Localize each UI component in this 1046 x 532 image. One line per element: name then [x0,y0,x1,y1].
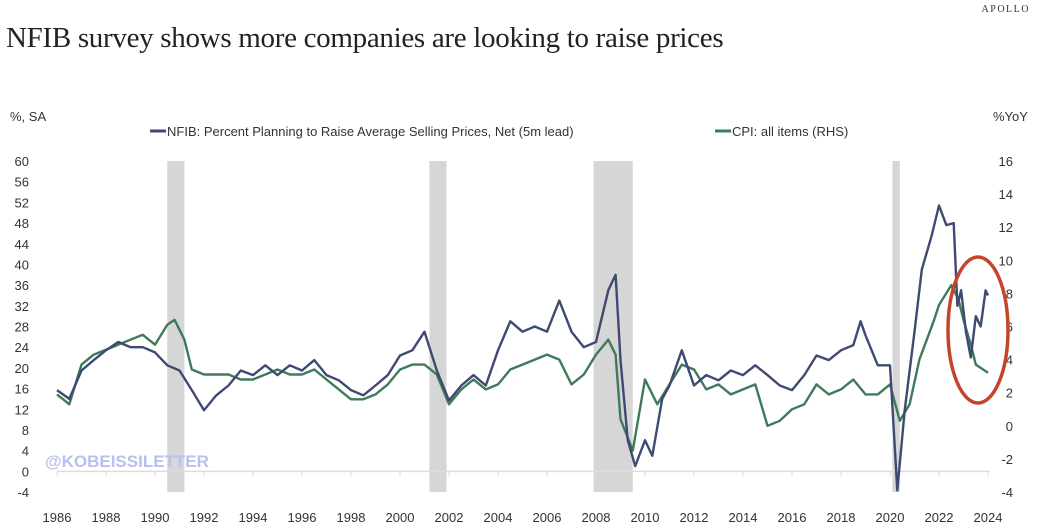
left-tick-label: 4 [22,444,29,459]
left-tick-label: 36 [15,278,29,293]
left-tick-label: 44 [15,237,29,252]
left-tick-label: 52 [15,195,29,210]
right-tick-label: 8 [1006,286,1013,301]
right-tick-label: 2 [1006,386,1013,401]
x-tick-label: 1988 [92,510,121,525]
left-tick-label: 12 [15,402,29,417]
x-tick-label: 2004 [484,510,513,525]
x-tick-label: 1986 [43,510,72,525]
recession-band [167,161,185,492]
page-title: NFIB survey shows more companies are loo… [6,22,724,54]
highlight-circle [946,255,1010,405]
x-tick-label: 1990 [141,510,170,525]
nfib-series-line [56,204,990,492]
recession-band [429,161,447,492]
left-tick-label: 16 [15,382,29,397]
left-tick-label: 60 [15,154,29,169]
x-tick-label: 2022 [925,510,954,525]
x-tick-label: 2006 [533,510,562,525]
x-tick-label: 2024 [974,510,1003,525]
left-axis-label: %, SA [10,109,46,124]
left-tick-label: -4 [17,485,29,500]
right-tick-label: 10 [999,253,1013,268]
left-tick-label: 48 [15,216,29,231]
x-axis-ticks: 1986 1988 1990 1992 1994 1996 1998 2000 2002 2004… [43,510,1003,525]
right-tick-label: 16 [999,154,1013,169]
left-tick-label: 40 [15,257,29,272]
x-tick-label: 1992 [190,510,219,525]
x-tick-label: 1994 [239,510,268,525]
left-tick-label: 24 [15,340,29,355]
watermark: @KOBEISSILETTER [45,452,209,471]
left-tick-label: 8 [22,423,29,438]
cpi-series-line [56,283,989,452]
right-axis-label: %YoY [993,109,1028,124]
left-tick-label: 20 [15,361,29,376]
right-tick-label: -4 [1001,485,1013,500]
legend-label-cpi: CPI: all items (RHS) [732,124,848,139]
x-tick-label: 2020 [876,510,905,525]
left-tick-label: 56 [15,175,29,190]
recession-bands [167,161,900,492]
right-tick-label: 4 [1006,353,1013,368]
brand-logo: APOLLO [981,4,1030,15]
right-tick-label: -2 [1001,452,1013,467]
right-tick-label: 12 [999,220,1013,235]
left-tick-label: 32 [15,299,29,314]
right-tick-label: 14 [999,187,1013,202]
x-axis [56,470,990,477]
x-tick-label: 2018 [827,510,856,525]
x-tick-label: 1998 [337,510,366,525]
recession-band [892,161,900,492]
x-tick-label: 2002 [435,510,464,525]
right-tick-label: 0 [1006,419,1013,434]
x-tick-label: 2012 [680,510,709,525]
x-tick-label: 2010 [631,510,660,525]
left-tick-label: 28 [15,320,29,335]
x-tick-label: 1996 [288,510,317,525]
series-lines [56,204,990,492]
legend: NFIB: Percent Planning to Raise Average … [150,124,848,139]
left-tick-label: 0 [22,464,29,479]
x-tick-label: 2016 [778,510,807,525]
x-tick-label: 2008 [582,510,611,525]
x-tick-label: 2014 [729,510,758,525]
legend-label-nfib: NFIB: Percent Planning to Raise Average … [167,124,574,139]
x-tick-label: 2000 [386,510,415,525]
